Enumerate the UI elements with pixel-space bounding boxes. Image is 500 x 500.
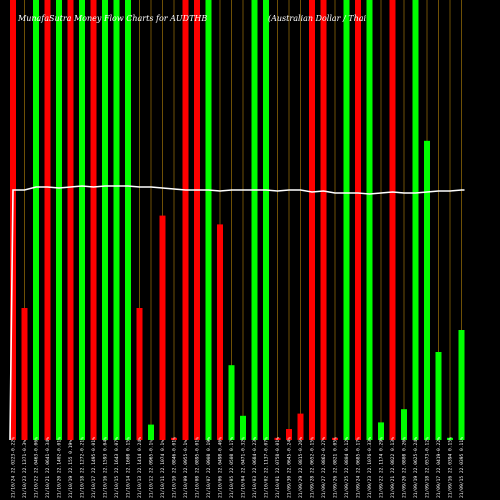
x-tick-label: 21/10/02 22.1137-0.07% <box>264 437 270 498</box>
x-tick-label: 21/10/19 22.155 0.19% <box>68 440 74 498</box>
x-tick-label: 21/09/25 22.0804 0.12% <box>344 437 350 498</box>
volume-bar <box>366 0 373 440</box>
x-tick-label: 21/10/21 22.0641-0.34% <box>45 437 51 498</box>
volume-bar <box>182 0 189 440</box>
volume-bar <box>33 0 39 440</box>
x-tick-label: 21/09/18 22.0573-0.12% <box>425 437 431 498</box>
volume-bar <box>113 0 120 440</box>
volume-bar <box>217 224 223 440</box>
x-tick-label: 21/10/15 22.1643 0.07% <box>114 437 120 498</box>
volume-bar <box>21 308 28 440</box>
x-axis-labels: 21/10/24 22.0223-0.22% 21/10/23 22.1371-0… <box>11 437 466 498</box>
x-tick-label: 21/09/15 22.0395 0.11% <box>459 437 465 498</box>
x-tick-label: 21/10/07 22.0908 0.19% <box>206 437 212 498</box>
volume-bar <box>263 0 269 440</box>
x-tick-label: 21/09/30 22.0645-0.24% <box>287 437 293 498</box>
volume-bar <box>148 424 154 440</box>
x-tick-label: 21/10/14 22.1608 0.15% <box>126 437 132 498</box>
volume-bar <box>79 0 85 440</box>
x-tick-label: 21/09/16 22.0394 0.15% <box>448 437 454 498</box>
price-line <box>9 185 465 441</box>
volume-bar <box>378 422 384 440</box>
chart-title-pair: (Australian Dollar / Thai <box>268 14 367 23</box>
x-tick-label: 21/10/23 22.1371-0.3% <box>22 440 28 498</box>
volume-bar <box>412 0 419 440</box>
x-tick-label: 21/10/12 22.0965-0.1% <box>149 440 155 498</box>
x-tick-label: 21/10/11 22.1074 0.1% <box>160 440 166 498</box>
x-tick-label: 21/10/01 22.0758-0.01% <box>275 437 281 498</box>
volume-bar <box>251 0 258 440</box>
volume-bar <box>67 0 74 440</box>
x-tick-label: 21/10/13 22.1414 0.24% <box>137 437 143 498</box>
volume-bar <box>401 409 407 440</box>
x-tick-label: 21/10/22 22.0463-0.06% <box>34 437 40 498</box>
volume-bar <box>309 0 315 440</box>
x-tick-label: 21/09/19 22.0625-0.24% <box>413 437 419 498</box>
volume-bar <box>228 365 235 440</box>
volume-bar <box>159 215 166 440</box>
x-tick-label: 21/09/24 22.0685-0.17% <box>356 437 362 498</box>
x-tick-label: 21/10/20 22.1402-0.01% <box>57 437 63 498</box>
volume-bar <box>435 352 442 440</box>
volume-bar <box>194 0 200 440</box>
x-tick-label: 21/10/24 22.0223-0.22% <box>11 437 17 498</box>
x-tick-label: 21/09/28 22.0652-0.15% <box>310 437 316 498</box>
volume-bar <box>102 0 108 440</box>
x-tick-label: 21/09/21 22.0822 0.13% <box>390 437 396 498</box>
x-tick-label: 21/09/29 22.0815-0.26% <box>298 437 304 498</box>
volume-bar <box>125 0 131 440</box>
volume-bar <box>171 437 177 440</box>
volume-bar <box>136 308 143 440</box>
x-tick-label: 21/10/10 22.0846-0.01% <box>172 437 178 498</box>
volume-bar <box>320 0 327 440</box>
volume-bar <box>286 429 292 440</box>
x-tick-label: 21/10/04 22.0471-0.32% <box>241 437 247 498</box>
volume-bar <box>274 437 281 440</box>
volume-bar <box>205 0 212 440</box>
volume-bar <box>343 0 350 440</box>
x-tick-label: 21/10/08 22.0895-0.01% <box>195 437 201 498</box>
volume-bar <box>297 413 304 440</box>
x-tick-label: 21/09/26 22.0821 0.05% <box>333 437 339 498</box>
volume-bars <box>10 0 465 441</box>
volume-bar <box>90 0 97 440</box>
volume-bar <box>240 415 246 440</box>
x-tick-label: 21/10/18 22.1272-0.21% <box>80 437 86 498</box>
volume-bar <box>458 330 465 440</box>
x-tick-label: 21/09/23 22.1076-0.33% <box>367 437 373 498</box>
volume-bar <box>389 0 396 440</box>
x-tick-label: 21/10/09 22.0955-0.1% <box>183 440 189 498</box>
x-tick-label: 21/09/22 22.1174 0.29% <box>379 437 385 498</box>
x-tick-label: 21/09/27 22.0862-0.27% <box>321 437 327 498</box>
volume-bar <box>44 0 51 440</box>
x-tick-label: 21/09/17 22.0419-0.22% <box>436 437 442 498</box>
volume-bar <box>332 437 338 440</box>
x-tick-label: 21/10/06 22.0498-0.46% <box>218 437 224 498</box>
x-tick-label: 21/09/20 22.0808 0.26% <box>402 437 408 498</box>
x-tick-label: 21/10/03 22.0684-0.23% <box>252 437 258 498</box>
x-tick-label: 21/10/17 22.1495-0.01% <box>91 437 97 498</box>
chart-title: MunafaSutra Money Flow Charts for AUDTHB <box>18 14 208 23</box>
x-tick-label: 21/10/05 22.0508 0.17% <box>229 437 235 498</box>
volume-bar <box>447 437 453 440</box>
volume-bar <box>56 0 62 440</box>
x-tick-label: 21/10/16 22.1593 0.04% <box>103 437 109 498</box>
volume-bar <box>355 0 361 440</box>
volume-bar <box>424 140 430 441</box>
